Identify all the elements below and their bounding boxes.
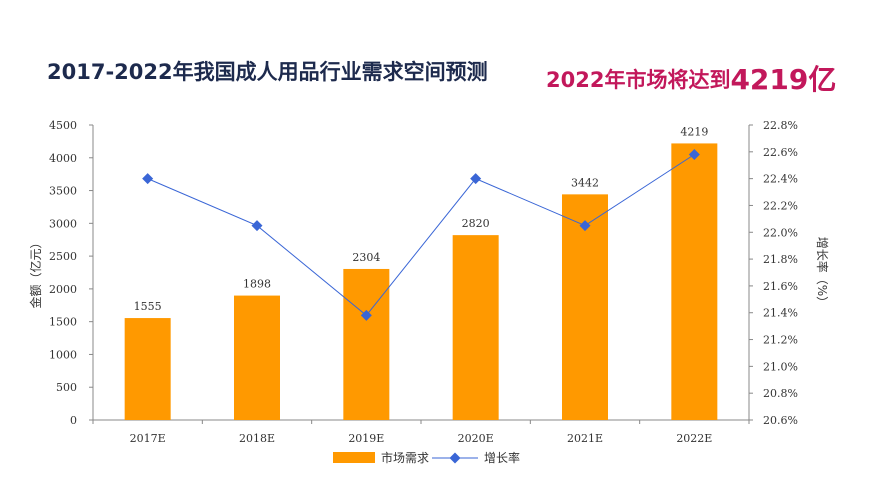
subtitle-prefix: 2022年市场将达到 [546, 68, 731, 92]
y2-tick-label: 21.2% [763, 334, 798, 347]
chart-subtitle: 2022年市场将达到4219亿 [546, 56, 836, 96]
growth-line [147, 154, 695, 317]
y2-tick-label: 21.4% [763, 307, 798, 320]
y-tick-label: 4000 [49, 152, 77, 165]
title-row: 2017-2022年我国成人用品行业需求空间预测 2022年市场将达到4219亿 [0, 52, 883, 96]
legend-bar-label: 市场需求 [381, 450, 429, 465]
y2-tick-label: 22.6% [763, 146, 798, 159]
y2-tick-label: 22.4% [763, 173, 798, 186]
bar-data-label: 2304 [352, 251, 380, 264]
legend-bar-swatch [333, 452, 375, 463]
growth-point [251, 220, 263, 232]
growth-point [142, 173, 154, 185]
y2-axis-title: 增长率（%） [815, 237, 830, 308]
y2-tick-label: 20.8% [763, 387, 798, 400]
y-tick-label: 2500 [49, 250, 77, 263]
y-axis-title: 金额（亿元） [28, 236, 43, 308]
y-tick-label: 3500 [49, 185, 77, 198]
y-tick-label: 1500 [49, 316, 77, 329]
x-tick-label: 2021E [567, 432, 603, 445]
bar-data-label: 3442 [571, 176, 599, 189]
y2-tick-label: 22.2% [763, 199, 798, 212]
bar [562, 194, 608, 420]
y2-tick-label: 20.6% [763, 414, 798, 427]
bar [343, 268, 390, 420]
y-tick-label: 3000 [49, 217, 77, 230]
y-tick-label: 500 [56, 381, 77, 394]
y-tick-label: 0 [70, 414, 77, 427]
y-tick-label: 1000 [49, 348, 77, 361]
bar-data-label: 4219 [680, 125, 708, 138]
bar [671, 143, 718, 420]
bar [452, 235, 499, 420]
x-tick-label: 2017E [130, 432, 166, 445]
chart-title: 2017-2022年我国成人用品行业需求空间预测 [47, 60, 488, 84]
bar [234, 295, 280, 420]
subtitle-value: 4219亿 [730, 63, 837, 96]
x-tick-label: 2020E [458, 432, 494, 445]
y2-tick-label: 22.0% [763, 226, 798, 239]
y2-tick-label: 21.0% [763, 360, 798, 373]
bar [124, 318, 171, 420]
x-tick-label: 2019E [348, 432, 384, 445]
growth-point [579, 220, 591, 232]
legend-line-marker [449, 452, 461, 464]
y-tick-label: 4500 [49, 119, 77, 132]
x-tick-label: 2018E [239, 432, 275, 445]
x-tick-label: 2022E [676, 432, 712, 445]
growth-point [688, 149, 700, 160]
bar-data-label: 1555 [134, 300, 162, 313]
growth-point [360, 309, 372, 321]
y-tick-label: 2000 [49, 283, 77, 296]
y2-tick-label: 22.8% [763, 119, 798, 132]
growth-point [470, 173, 482, 185]
bar-data-label: 2820 [462, 217, 490, 230]
y2-tick-label: 21.6% [763, 280, 798, 293]
y2-tick-label: 21.8% [763, 253, 798, 266]
legend-line-label: 增长率 [484, 450, 520, 465]
bar-data-label: 1898 [243, 278, 271, 291]
